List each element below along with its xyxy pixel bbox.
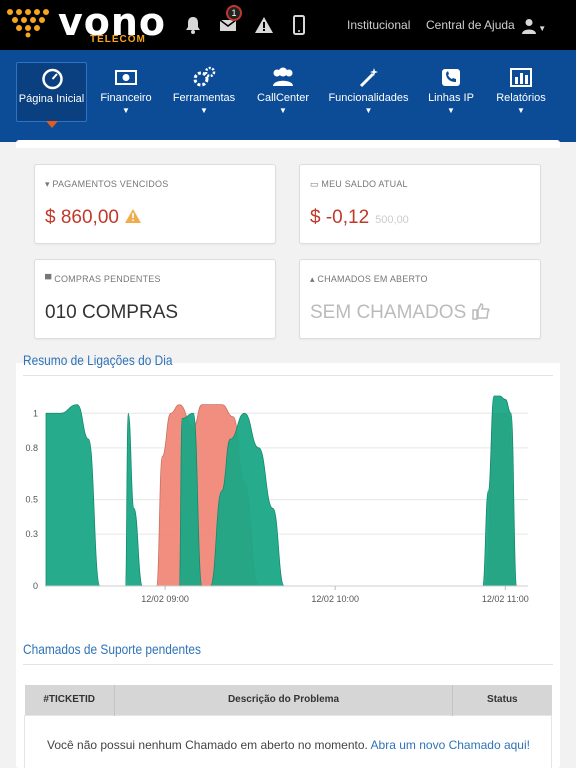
cart-icon: ▀ <box>45 274 55 284</box>
money-icon: ▭ <box>310 179 322 189</box>
dashboard-icon <box>42 68 63 90</box>
magic-icon <box>359 68 378 88</box>
top-bar: vono TELECOM 1 Institucional Central de … <box>0 0 576 50</box>
stat-value: $ -0,12 500,00 <box>310 207 409 228</box>
logo-dots-icon <box>7 9 49 38</box>
y-tick-label: 0.5 <box>25 495 38 505</box>
warning-icon[interactable] <box>254 14 274 36</box>
chevron-down-icon: ▼ <box>364 106 373 115</box>
user-icon <box>522 19 536 35</box>
chevron-down-icon: ▼ <box>536 24 547 33</box>
nav-financeiro[interactable]: Financeiro ▼ <box>96 62 156 122</box>
logo-text: vono <box>58 0 167 44</box>
nav-linhas-ip[interactable]: Linhas IP ▼ <box>425 62 477 122</box>
bell-icon[interactable] <box>183 14 203 36</box>
support-tickets-table: #TICKETID Descrição do Problema Status V… <box>24 685 552 768</box>
institucional-link[interactable]: Institucional <box>347 18 411 32</box>
mail-count-badge: 1 <box>226 5 242 21</box>
stat-label: ▀ COMPRAS PENDENTES <box>45 274 161 284</box>
phone-icon <box>442 69 460 86</box>
x-tick-label: 12/02 10:00 <box>311 594 359 604</box>
main-content: ▾ PAGAMENTOS VENCIDOS $ 860,00 ▭ MEU SAL… <box>16 140 560 768</box>
main-navbar: Página Inicial Financeiro ▼ Ferramentas … <box>0 50 576 142</box>
vono-logo[interactable]: vono TELECOM <box>6 0 176 46</box>
logo-subtext: TELECOM <box>90 34 146 45</box>
y-tick-label: 0 <box>33 581 38 591</box>
chevron-down-icon: ▼ <box>517 106 525 115</box>
nav-relatorios[interactable]: Relatórios ▼ <box>492 62 550 122</box>
thumbs-down-icon: ▾ <box>45 179 53 189</box>
nav-label: Linhas IP <box>428 92 474 104</box>
divider <box>23 664 553 665</box>
thumbs-up-icon <box>471 303 490 320</box>
warning-icon <box>125 209 142 223</box>
users-icon <box>273 67 293 86</box>
calls-summary-title: Resumo de Ligações do Dia <box>23 352 173 368</box>
divider <box>23 375 553 376</box>
cogs-icon <box>193 66 216 87</box>
user-menu[interactable]: ▼ <box>522 14 552 36</box>
col-description[interactable]: Descrição do Problema <box>114 685 454 715</box>
stat-value: $ 860,00 <box>45 207 142 229</box>
stat-open-tickets[interactable]: ▴ CHAMADOS EM ABERTO SEM CHAMADOS <box>299 259 541 339</box>
open-ticket-link[interactable]: Abra um novo Chamado aqui! <box>370 738 530 752</box>
x-tick-label: 12/02 11:00 <box>482 594 529 604</box>
stat-value: SEM CHAMADOS <box>310 302 490 324</box>
envelope-icon[interactable] <box>218 14 238 36</box>
stat-label: ▭ MEU SALDO ATUAL <box>310 179 408 189</box>
nav-label: Funcionalidades <box>328 92 409 104</box>
nav-label: CallCenter <box>257 92 309 104</box>
chevron-down-icon: ▼ <box>279 106 287 115</box>
nav-label: Ferramentas <box>172 92 236 104</box>
nav-ferramentas[interactable]: Ferramentas ▼ <box>170 62 238 122</box>
nav-label: Financeiro <box>100 92 152 104</box>
chevron-down-icon: ▼ <box>447 106 455 115</box>
nav-label: Relatórios <box>496 92 546 104</box>
y-tick-label: 1 <box>33 408 38 418</box>
col-status[interactable]: Status <box>452 685 552 715</box>
stat-label: ▾ PAGAMENTOS VENCIDOS <box>45 179 169 189</box>
table-row: Você não possui nenhum Chamado em aberto… <box>24 714 552 768</box>
sitemap-icon: ▴ <box>310 274 318 284</box>
bar-chart-icon <box>510 68 532 87</box>
col-ticketid[interactable]: #TICKETID <box>24 685 115 715</box>
series-area-2 <box>45 395 518 587</box>
stat-label: ▴ CHAMADOS EM ABERTO <box>310 274 428 284</box>
x-tick-label: 12/02 09:00 <box>141 594 189 604</box>
calls-area-chart: 0 0.3 0.5 0.8 1 12/02 09:00 12/02 10:00 12/02 1… <box>25 395 529 604</box>
nav-funcionalidades[interactable]: Funcionalidades ▼ <box>327 62 410 122</box>
y-tick-label: 0.8 <box>25 443 38 453</box>
series-area-1 <box>46 404 518 587</box>
mobile-icon[interactable] <box>289 14 309 36</box>
nav-callcenter[interactable]: CallCenter ▼ <box>253 62 313 122</box>
stat-overdue-payments[interactable]: ▾ PAGAMENTOS VENCIDOS $ 860,00 <box>34 164 276 244</box>
y-tick-label: 0.3 <box>25 529 38 539</box>
stat-pending-purchases[interactable]: ▀ COMPRAS PENDENTES 010 COMPRAS <box>34 259 276 339</box>
help-center-link[interactable]: Central de Ajuda <box>426 18 515 32</box>
chevron-down-icon: ▼ <box>200 106 208 115</box>
nav-pagina-inicial[interactable]: Página Inicial <box>16 62 87 128</box>
credit-limit: 500,00 <box>375 214 409 226</box>
support-tickets-title: Chamados de Suporte pendentes <box>23 641 201 657</box>
nav-label: Página Inicial <box>18 93 85 105</box>
stat-balance[interactable]: ▭ MEU SALDO ATUAL $ -0,12 500,00 <box>299 164 541 244</box>
chevron-down-icon: ▼ <box>122 106 130 115</box>
empty-message: Você não possui nenhum Chamado em aberto… <box>24 714 552 768</box>
stat-value: 010 COMPRAS <box>45 302 179 323</box>
money-icon <box>115 70 137 85</box>
